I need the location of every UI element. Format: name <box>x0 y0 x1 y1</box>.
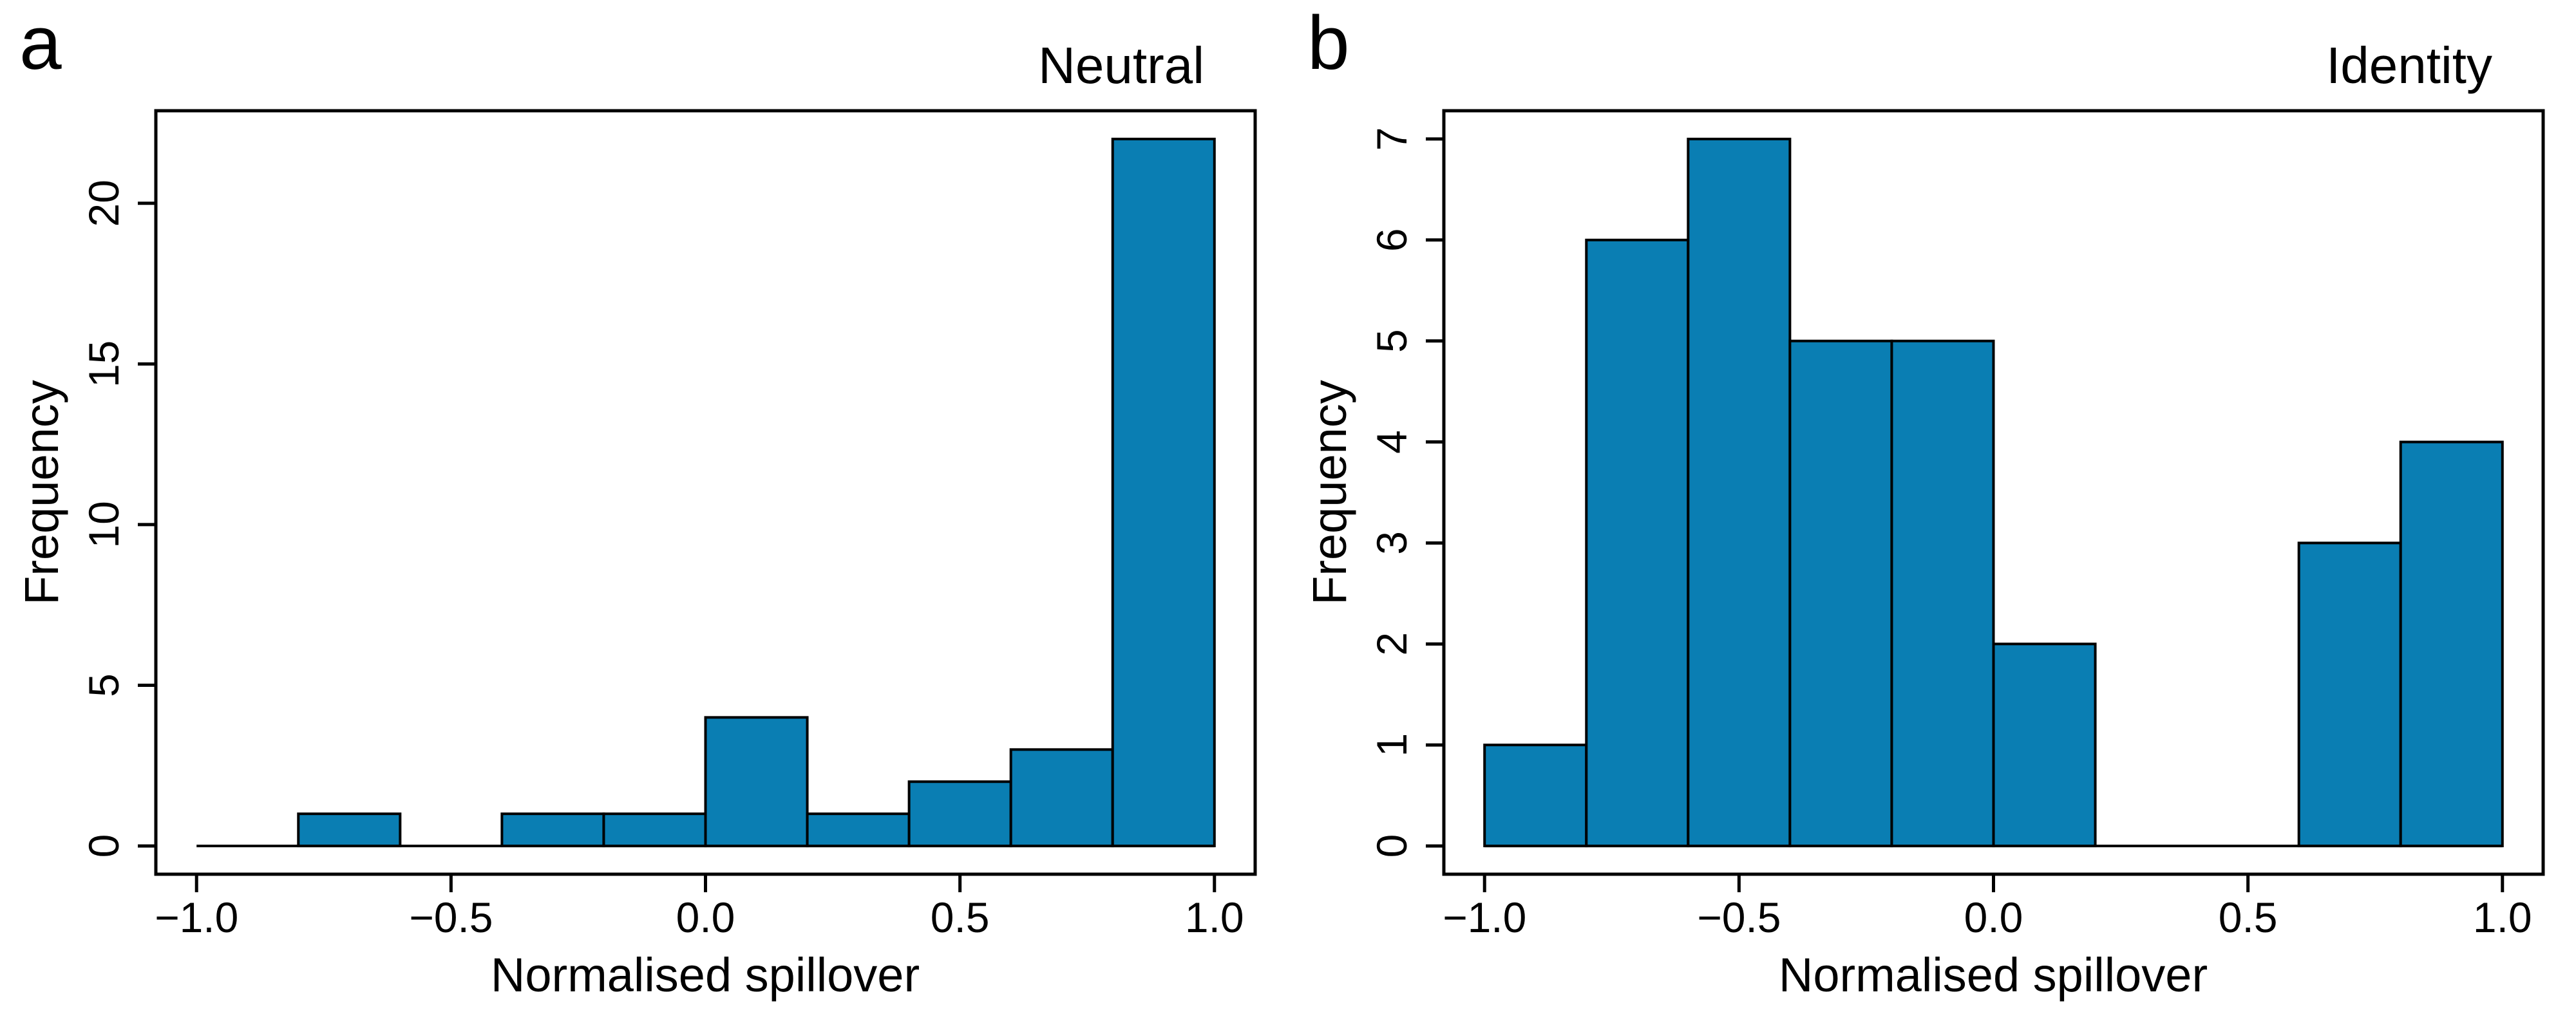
panel-letter: a <box>19 1 62 86</box>
histogram-bar <box>1992 642 2097 848</box>
y-tick-label: 5 <box>1368 329 1416 353</box>
x-tick-label: 0.5 <box>2219 894 2278 941</box>
histogram-bar <box>806 812 911 848</box>
panel-b: b Identity Frequency Normalised spillove… <box>1288 0 2576 1030</box>
histogram-bar <box>297 812 402 848</box>
x-tick-label: 0.0 <box>676 894 735 941</box>
x-tick-label: −0.5 <box>409 894 493 941</box>
histogram-bar <box>602 812 707 848</box>
x-tick-label: 0.0 <box>1964 894 2023 941</box>
x-tick-label: 1.0 <box>2473 894 2532 941</box>
panel-title: Identity <box>2326 37 2492 94</box>
panel-letter: b <box>1307 1 1350 86</box>
y-tick-label: 2 <box>1368 632 1416 656</box>
x-axis-label: Normalised spillover <box>1778 948 2208 1002</box>
panel-title: Neutral <box>1038 37 1204 94</box>
y-tick-label: 4 <box>1368 430 1416 454</box>
x-tick-label: −0.5 <box>1697 894 1781 941</box>
histogram-bar <box>1687 137 1792 848</box>
x-axis-label: Normalised spillover <box>490 948 920 1002</box>
y-tick-label: 6 <box>1368 228 1416 252</box>
y-tick-label: 1 <box>1368 733 1416 757</box>
x-tick-label: 0.5 <box>931 894 990 941</box>
x-tick-label: −1.0 <box>155 894 238 941</box>
histogram-bar <box>2399 440 2504 848</box>
y-tick-label: 5 <box>80 673 128 697</box>
y-tick-label: 3 <box>1368 531 1416 555</box>
histogram-bar <box>2297 541 2402 848</box>
histogram-bar <box>1585 238 1690 848</box>
histogram-bar <box>704 716 809 848</box>
y-tick-label: 0 <box>1368 834 1416 858</box>
y-tick-label: 0 <box>80 834 128 858</box>
histogram-bar <box>1111 137 1216 848</box>
y-tick-label: 7 <box>1368 127 1416 151</box>
plot-box <box>154 109 1257 876</box>
x-tick-label: 1.0 <box>1185 894 1244 941</box>
y-tick-label: 15 <box>80 341 128 388</box>
panel-a: a Neutral Frequency Normalised spillover… <box>15 1 1257 1002</box>
histogram-plot: −1.0 −0.5 0.0 0.5 1.0 0 5 10 15 20 <box>80 109 1257 941</box>
plot-box <box>1442 109 2545 876</box>
y-tick-label: 20 <box>80 180 128 227</box>
histogram-plot: −1.0 −0.5 0.0 0.5 1.0 0 1 2 3 4 5 6 7 <box>1368 109 2545 941</box>
y-tick-label: 10 <box>80 501 128 548</box>
x-tick-label: −1.0 <box>1443 894 1526 941</box>
histogram-bar <box>1009 748 1114 848</box>
histogram-bar <box>500 812 605 848</box>
histogram-bar <box>1788 339 1893 848</box>
histogram-bar <box>1890 339 1995 848</box>
histogram-bar <box>907 780 1012 848</box>
histogram-bar <box>1483 744 1588 848</box>
